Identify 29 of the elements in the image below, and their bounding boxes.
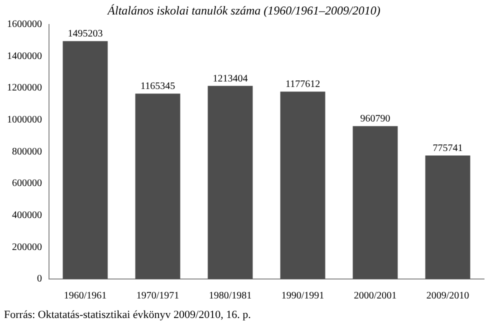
y-tick-label: 600000 — [12, 178, 42, 190]
bar — [280, 92, 326, 279]
bar — [62, 41, 108, 279]
x-tick-label: 1980/1981 — [208, 290, 252, 302]
y-tick-label: 400000 — [12, 210, 42, 221]
y-tick-label: 1400000 — [7, 50, 42, 62]
y-tick-label: 1200000 — [7, 82, 42, 94]
bar — [208, 86, 253, 279]
data-label: 960790 — [360, 114, 390, 125]
x-tick-label: 1990/1991 — [281, 290, 324, 302]
bar — [135, 94, 180, 279]
y-tick-label: 1000000 — [7, 114, 42, 126]
y-tick-label: 200000 — [12, 242, 42, 253]
data-label: 1177612 — [285, 79, 320, 90]
chart-title: Általános iskolai tanulók száma (1960/1961–2009/2010) — [106, 3, 380, 18]
y-tick-label: 0 — [37, 274, 42, 285]
text: Forrás: Oktatatás-statisztikai évkönyv 2009/2010, 16. p. — [3, 309, 252, 321]
data-label: 775741 — [432, 143, 463, 154]
y-tick-label: 800000 — [12, 146, 42, 158]
x-tick-label: 2000/2001 — [354, 290, 397, 302]
bar — [425, 156, 470, 279]
x-tick-label: 1960/1961 — [64, 290, 107, 302]
data-label: 1495203 — [68, 28, 103, 40]
bar — [352, 126, 398, 279]
x-tick-label: 1970/1971 — [136, 290, 180, 302]
x-tick-label: 2009/2010 — [426, 290, 470, 302]
data-label: 1165345 — [140, 81, 176, 92]
y-tick-label: 1600000 — [7, 19, 42, 30]
data-label: 1213404 — [212, 74, 248, 85]
